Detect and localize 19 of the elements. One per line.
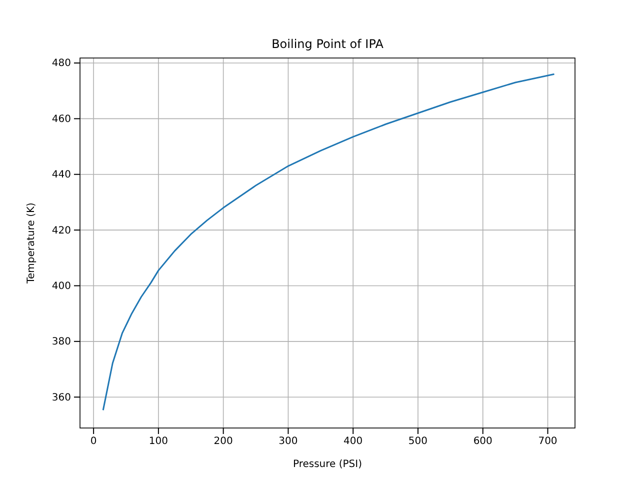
x-tick-label: 0 (90, 436, 97, 448)
x-tick-label: 100 (148, 436, 168, 448)
line-series (102, 73, 555, 411)
y-tick-label: 400 (52, 280, 71, 292)
y-tick-label: 360 (52, 392, 71, 404)
y-tick-label: 420 (52, 225, 71, 236)
x-tick-label: 400 (344, 436, 363, 448)
chart-title: Boiling Point of IPA (272, 37, 384, 51)
x-axis-title: Pressure (PSI) (292, 459, 362, 470)
x-tick-label: 700 (538, 436, 558, 448)
x-tick-label: 600 (473, 436, 492, 448)
y-tick-label: 380 (52, 336, 71, 348)
y-axis-title: Temperature (K) (26, 202, 37, 284)
y-tick-label: 480 (52, 58, 71, 70)
x-tick-label: 300 (278, 436, 298, 448)
y-tick-label: 440 (52, 170, 71, 181)
y-tick-label: 460 (52, 114, 71, 125)
x-tick-label: 500 (408, 436, 428, 448)
x-tick-label: 200 (214, 436, 233, 448)
